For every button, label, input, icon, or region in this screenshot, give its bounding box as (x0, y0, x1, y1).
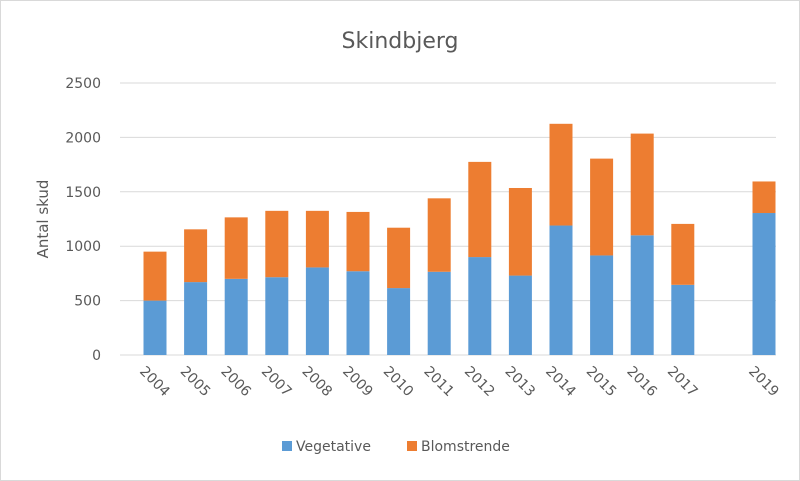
y-tick-label: 1500 (65, 185, 101, 201)
bar-blomstrende-2010 (387, 227, 411, 289)
bar-vegetative-2016 (630, 235, 654, 355)
x-tick-label: 2009 (339, 364, 376, 401)
bar-vegetative-2017 (671, 284, 695, 355)
y-axis-ticks: 0 500 1000 1500 2000 2500 (65, 76, 101, 364)
bar-vegetative-2009 (346, 271, 370, 355)
bar-vegetative-2019 (752, 213, 776, 355)
bar-blomstrende-2008 (305, 210, 329, 268)
bar-vegetative-2010 (387, 288, 411, 355)
bar-vegetative-2004 (143, 300, 167, 355)
x-tick-label: 2007 (258, 364, 295, 401)
bar-blomstrende-2011 (427, 198, 451, 272)
x-tick-label: 2014 (542, 364, 579, 401)
bar-blomstrende-2017 (671, 223, 695, 285)
x-tick-label: 2015 (583, 364, 620, 401)
x-tick-label: 2006 (217, 364, 254, 401)
legend-swatch-vegetative (282, 441, 292, 451)
chart-title: Skindbjerg (342, 29, 459, 54)
y-tick-label: 2500 (65, 76, 101, 92)
legend-label-vegetative: Vegetative (296, 439, 371, 455)
y-axis-label: Antal skud (34, 180, 52, 259)
bar-vegetative-2015 (590, 255, 614, 355)
y-tick-label: 2000 (65, 130, 101, 146)
x-axis-ticks: 2004 2005 2006 2007 2008 2009 2010 2011 2012 2013… (136, 364, 782, 401)
bar-blomstrende-2004 (143, 251, 167, 301)
x-tick-label: 2017 (664, 364, 701, 401)
bar-vegetative-2008 (305, 267, 329, 355)
bar-blomstrende-2013 (508, 187, 532, 276)
bar-vegetative-2011 (427, 271, 451, 355)
y-tick-label: 0 (92, 348, 101, 364)
legend-swatch-blomstrende (407, 441, 417, 451)
bar-vegetative-2014 (549, 225, 573, 355)
bar-blomstrende-2019 (752, 181, 776, 214)
bar-blomstrende-2005 (184, 229, 208, 283)
x-tick-label: 2004 (136, 364, 173, 401)
x-tick-label: 2010 (380, 364, 417, 401)
x-tick-label: 2016 (623, 364, 660, 401)
y-tick-label: 1000 (65, 239, 101, 255)
x-tick-label: 2019 (745, 364, 782, 401)
legend-label-blomstrende: Blomstrende (421, 439, 510, 455)
bar-vegetative-2006 (224, 278, 248, 355)
bar-vegetative-2007 (265, 277, 289, 355)
bar-vegetative-2013 (508, 275, 532, 355)
bar-blomstrende-2014 (549, 123, 573, 226)
x-tick-label: 2005 (177, 364, 214, 401)
x-tick-label: 2011 (420, 364, 457, 401)
bars (143, 123, 776, 355)
x-tick-label: 2012 (461, 364, 498, 401)
legend: Vegetative Blomstrende (282, 439, 510, 455)
bar-vegetative-2012 (468, 257, 492, 355)
bar-blomstrende-2006 (224, 217, 248, 279)
bar-blomstrende-2015 (590, 158, 614, 256)
bar-blomstrende-2016 (630, 133, 654, 236)
x-tick-label: 2008 (299, 364, 336, 401)
bar-blomstrende-2007 (265, 210, 289, 278)
y-tick-label: 500 (74, 294, 101, 310)
bar-blomstrende-2012 (468, 161, 492, 258)
bar-blomstrende-2009 (346, 211, 370, 272)
bar-vegetative-2005 (184, 282, 208, 355)
x-tick-label: 2013 (502, 364, 539, 401)
